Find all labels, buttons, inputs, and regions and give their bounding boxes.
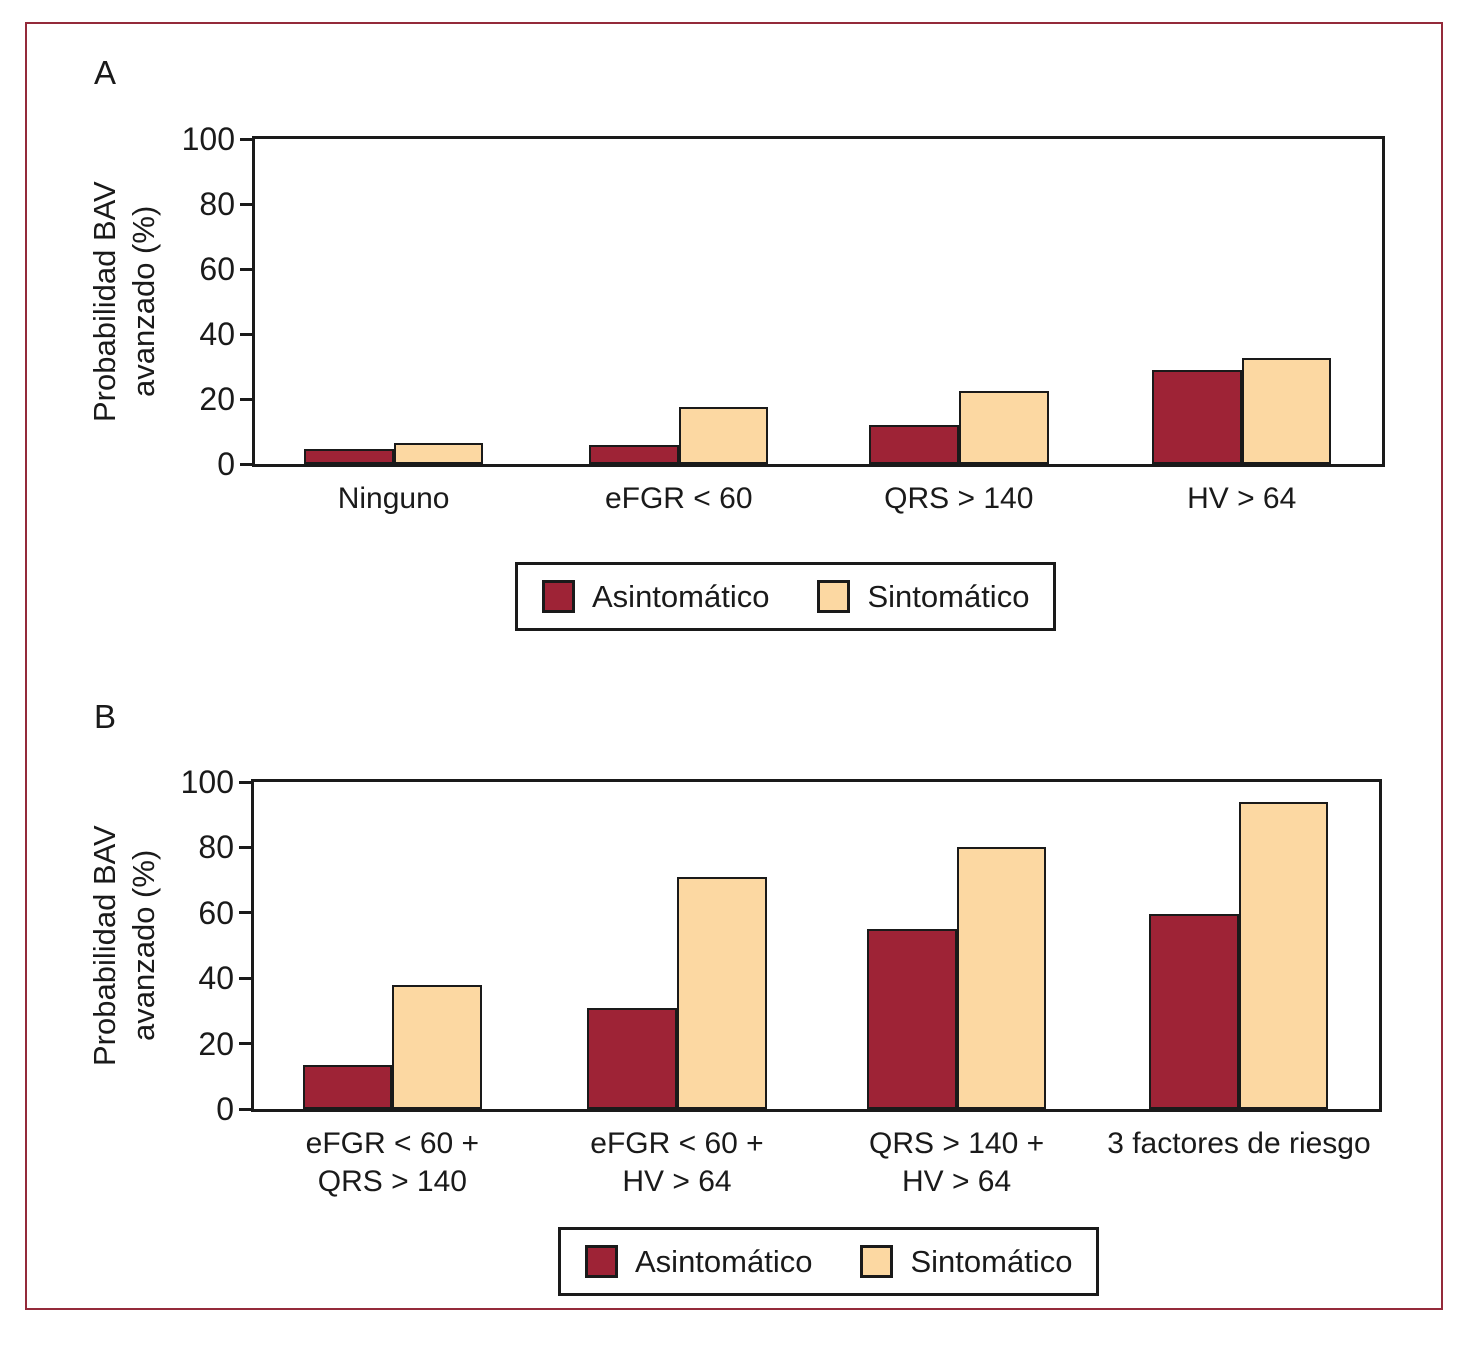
y-tick-label-20: 20 (199, 381, 235, 417)
panel-b-category-label-2: QRS > 140 + HV > 64 (869, 1127, 1045, 1199)
panel-a-bar-asintomatico-2 (869, 425, 959, 464)
y-tick-label-0: 0 (216, 1091, 234, 1127)
panel-b-letter: B (94, 698, 117, 735)
panel-b-bar-sintomatico-1 (677, 876, 767, 1109)
panel-a-bar-sintomatico-3 (1241, 358, 1332, 464)
y-tick-label-60: 60 (199, 251, 235, 287)
y-tick-label-60: 60 (198, 894, 234, 931)
legend-item-asintomatico: Asintomático (542, 580, 769, 613)
y-tick-label-80: 80 (199, 186, 235, 222)
y-tick-60 (239, 911, 251, 915)
y-tick-20 (239, 1042, 251, 1046)
y-tick-40 (240, 332, 252, 336)
panel-b-legend: Asintomático Sintomático (558, 1227, 1100, 1296)
panel-a-letter: A (94, 54, 117, 91)
panel-b-category-label-3: 3 factores de riesgo (1107, 1127, 1371, 1160)
y-tick-0 (240, 462, 252, 466)
panel-a-bar-sintomatico-2 (958, 390, 1049, 464)
panel-b-bar-asintomatico-1 (587, 1007, 677, 1109)
y-tick-label-40: 40 (199, 316, 235, 352)
figure-border (25, 22, 1443, 1310)
asintomatico-swatch-icon (542, 580, 575, 613)
sintomatico-swatch-icon (860, 1245, 894, 1278)
panel-a-bar-asintomatico-3 (1151, 369, 1242, 464)
legend-label-asintomatico: Asintomático (592, 579, 770, 614)
panel-b-category-label-0: eFGR < 60 + QRS > 140 (305, 1127, 480, 1199)
panel-b-bar-sintomatico-0 (392, 984, 482, 1109)
y-tick-0 (239, 1107, 251, 1111)
legend-item-sintomatico: Sintomático (817, 580, 1029, 613)
y-tick-100 (239, 780, 251, 784)
legend-label-sintomatico: Sintomático (910, 1244, 1073, 1279)
panel-a-category-label-3: HV > 64 (1187, 482, 1297, 515)
y-tick-80 (240, 202, 252, 206)
panel-b-bar-sintomatico-3 (1238, 801, 1329, 1109)
y-tick-label-80: 80 (198, 829, 234, 866)
panel-b-bar-sintomatico-2 (956, 847, 1047, 1109)
y-tick-label-100: 100 (181, 121, 235, 157)
panel-b-bar-asintomatico-3 (1149, 914, 1239, 1109)
panel-a-plot-area: 0 20 40 60 80 100 Ninguno eFGR < 60 QRS > 140 HV … (182, 121, 1385, 515)
asintomatico-swatch-icon (585, 1245, 618, 1278)
panel-a-bar-asintomatico-0 (303, 449, 394, 464)
panel-a-bar-asintomatico-1 (589, 444, 679, 464)
panel-a-legend: Asintomático Sintomático (515, 562, 1057, 631)
y-tick-60 (240, 267, 252, 271)
y-tick-20 (240, 397, 252, 401)
y-tick-40 (239, 976, 251, 980)
panel-a-category-label-0: Ninguno (337, 482, 450, 515)
y-tick-label-100: 100 (180, 764, 234, 800)
y-tick-label-20: 20 (198, 1025, 234, 1062)
panel-a-bar-sintomatico-1 (678, 407, 769, 464)
panel-b-bar-asintomatico-2 (867, 929, 957, 1109)
legend-item-sintomatico: Sintomático (860, 1245, 1072, 1278)
y-tick-100 (240, 137, 252, 141)
panel-b-category-label-1: eFGR < 60 + HV > 64 (590, 1127, 764, 1199)
panel-b-bar-asintomatico-0 (302, 1064, 393, 1109)
legend-item-asintomatico: Asintomático (585, 1245, 812, 1278)
legend-label-asintomatico: Asintomático (635, 1244, 813, 1279)
panel-a-bar-sintomatico-0 (393, 442, 484, 464)
legend-label-sintomatico: Sintomático (867, 579, 1030, 614)
sintomatico-swatch-icon (817, 580, 851, 613)
panel-a-category-label-2: QRS > 140 (884, 482, 1034, 515)
panel-b-plot-area: 0 20 40 60 80 100 eFGR < 60 + QRS > 140 eFGR < … (181, 764, 1382, 1198)
y-tick-80 (239, 845, 251, 849)
y-tick-label-0: 0 (217, 446, 235, 482)
y-tick-label-40: 40 (198, 960, 234, 997)
panel-a-category-label-1: eFGR < 60 (604, 482, 753, 515)
